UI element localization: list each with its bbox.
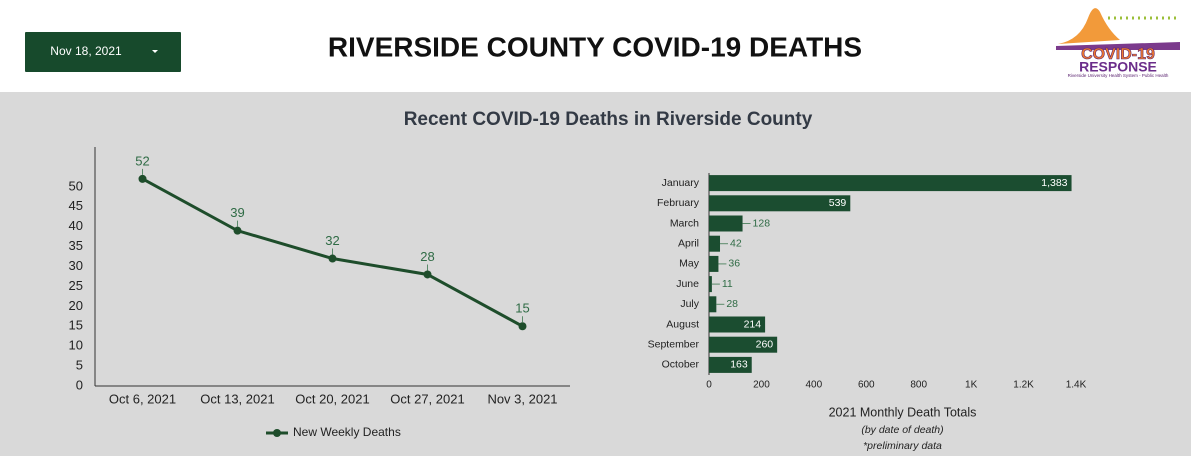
- data-label: 214: [744, 318, 762, 330]
- bar: [709, 276, 712, 293]
- data-label: 11: [722, 278, 733, 290]
- logo: COVID-19 RESPONSE Riverside University H…: [1056, 8, 1180, 78]
- x-tick-label: 1.4K: [1066, 380, 1087, 391]
- data-label: 39: [230, 205, 244, 220]
- x-tick-label: Oct 13, 2021: [200, 391, 274, 406]
- data-point: [138, 174, 147, 183]
- y-tick-label: 15: [69, 318, 83, 333]
- data-point: [518, 322, 527, 331]
- x-tick-label: 1K: [965, 380, 978, 391]
- data-label: 28: [420, 249, 434, 264]
- data-label: 163: [730, 359, 748, 371]
- data-label: 28: [726, 298, 738, 310]
- bar: [709, 336, 778, 353]
- y-tick-label: 50: [69, 178, 83, 193]
- category-label: April: [678, 237, 699, 249]
- x-tick-label: 1.2K: [1013, 380, 1034, 391]
- section-title: Recent COVID-19 Deaths in Riverside Coun…: [404, 109, 813, 130]
- y-tick-label: 40: [69, 218, 83, 233]
- category-label: February: [657, 197, 700, 209]
- x-tick-label: Oct 6, 2021: [109, 391, 176, 406]
- y-tick-label: 30: [69, 258, 83, 273]
- data-label: 32: [325, 233, 339, 248]
- category-label: March: [670, 217, 699, 229]
- dropdown-box[interactable]: [25, 32, 181, 72]
- x-tick-label: Nov 3, 2021: [487, 391, 557, 406]
- data-point: [328, 254, 337, 263]
- x-tick-label: 200: [753, 380, 770, 391]
- dropdown-value[interactable]: Nov 18, 2021: [50, 44, 122, 58]
- x-tick-label: 0: [706, 380, 712, 391]
- bar: [709, 316, 766, 333]
- dropdown-caret[interactable]: [152, 50, 158, 53]
- category-label: August: [666, 318, 699, 330]
- y-tick-label: 20: [69, 298, 83, 313]
- x-axis-title: 2021 Monthly Death Totals: [829, 405, 977, 419]
- category-label: June: [676, 278, 699, 290]
- data-label: 1,383: [1041, 177, 1067, 189]
- content-panel: [0, 92, 1191, 456]
- y-tick-label: 0: [76, 377, 83, 392]
- logo-line1: COVID-19: [1081, 46, 1155, 63]
- y-tick-label: 45: [69, 198, 83, 213]
- y-tick-label: 5: [76, 358, 83, 373]
- chart-note: *preliminary data: [863, 440, 942, 452]
- y-tick-label: 25: [69, 278, 83, 293]
- data-label: 260: [756, 338, 774, 350]
- logo-hill: [1058, 8, 1120, 44]
- y-tick-label: 35: [69, 238, 83, 253]
- date-dropdown[interactable]: Nov 18, 2021: [25, 32, 181, 72]
- data-label: 52: [135, 153, 149, 168]
- bar: [709, 215, 743, 232]
- x-tick-label: 400: [806, 380, 823, 391]
- x-tick-label: Oct 27, 2021: [390, 391, 464, 406]
- data-label: 36: [728, 258, 740, 270]
- bar: [709, 195, 851, 212]
- bar: [709, 235, 721, 252]
- category-label: October: [662, 359, 700, 371]
- header-bar: [0, 0, 1191, 92]
- page-title: RIVERSIDE COUNTY COVID-19 DEATHS: [328, 31, 862, 62]
- bar: [709, 255, 719, 272]
- category-label: July: [680, 298, 699, 310]
- category-label: May: [679, 258, 700, 270]
- data-point: [233, 226, 242, 235]
- logo-band: [1056, 42, 1180, 50]
- data-point: [423, 270, 432, 279]
- category-label: September: [648, 338, 700, 350]
- data-label: 128: [753, 217, 771, 229]
- x-tick-label: 800: [910, 380, 927, 391]
- x-tick-label: 600: [858, 380, 875, 391]
- bar: [709, 296, 717, 313]
- legend-label: New Weekly Deaths: [293, 425, 401, 439]
- bar: [709, 356, 752, 373]
- bar: [709, 175, 1072, 192]
- category-label: January: [662, 177, 700, 189]
- logo-tagline: Riverside University Health System - Pub…: [1068, 73, 1169, 78]
- chart-note: (by date of death): [861, 424, 943, 436]
- legend-marker: [273, 429, 281, 437]
- data-label: 42: [730, 237, 742, 249]
- data-label: 539: [829, 197, 847, 209]
- x-tick-label: Oct 20, 2021: [295, 391, 369, 406]
- y-tick-label: 10: [69, 338, 83, 353]
- logo-line2: RESPONSE: [1079, 59, 1157, 75]
- data-label: 15: [515, 301, 529, 316]
